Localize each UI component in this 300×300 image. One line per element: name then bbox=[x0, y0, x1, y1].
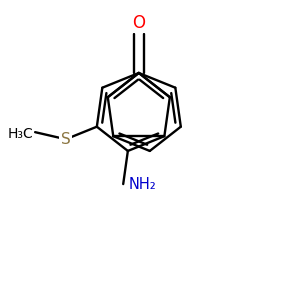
Text: NH₂: NH₂ bbox=[128, 177, 156, 192]
Text: H₃C: H₃C bbox=[8, 127, 33, 141]
Text: O: O bbox=[132, 14, 145, 32]
Text: S: S bbox=[61, 132, 71, 147]
